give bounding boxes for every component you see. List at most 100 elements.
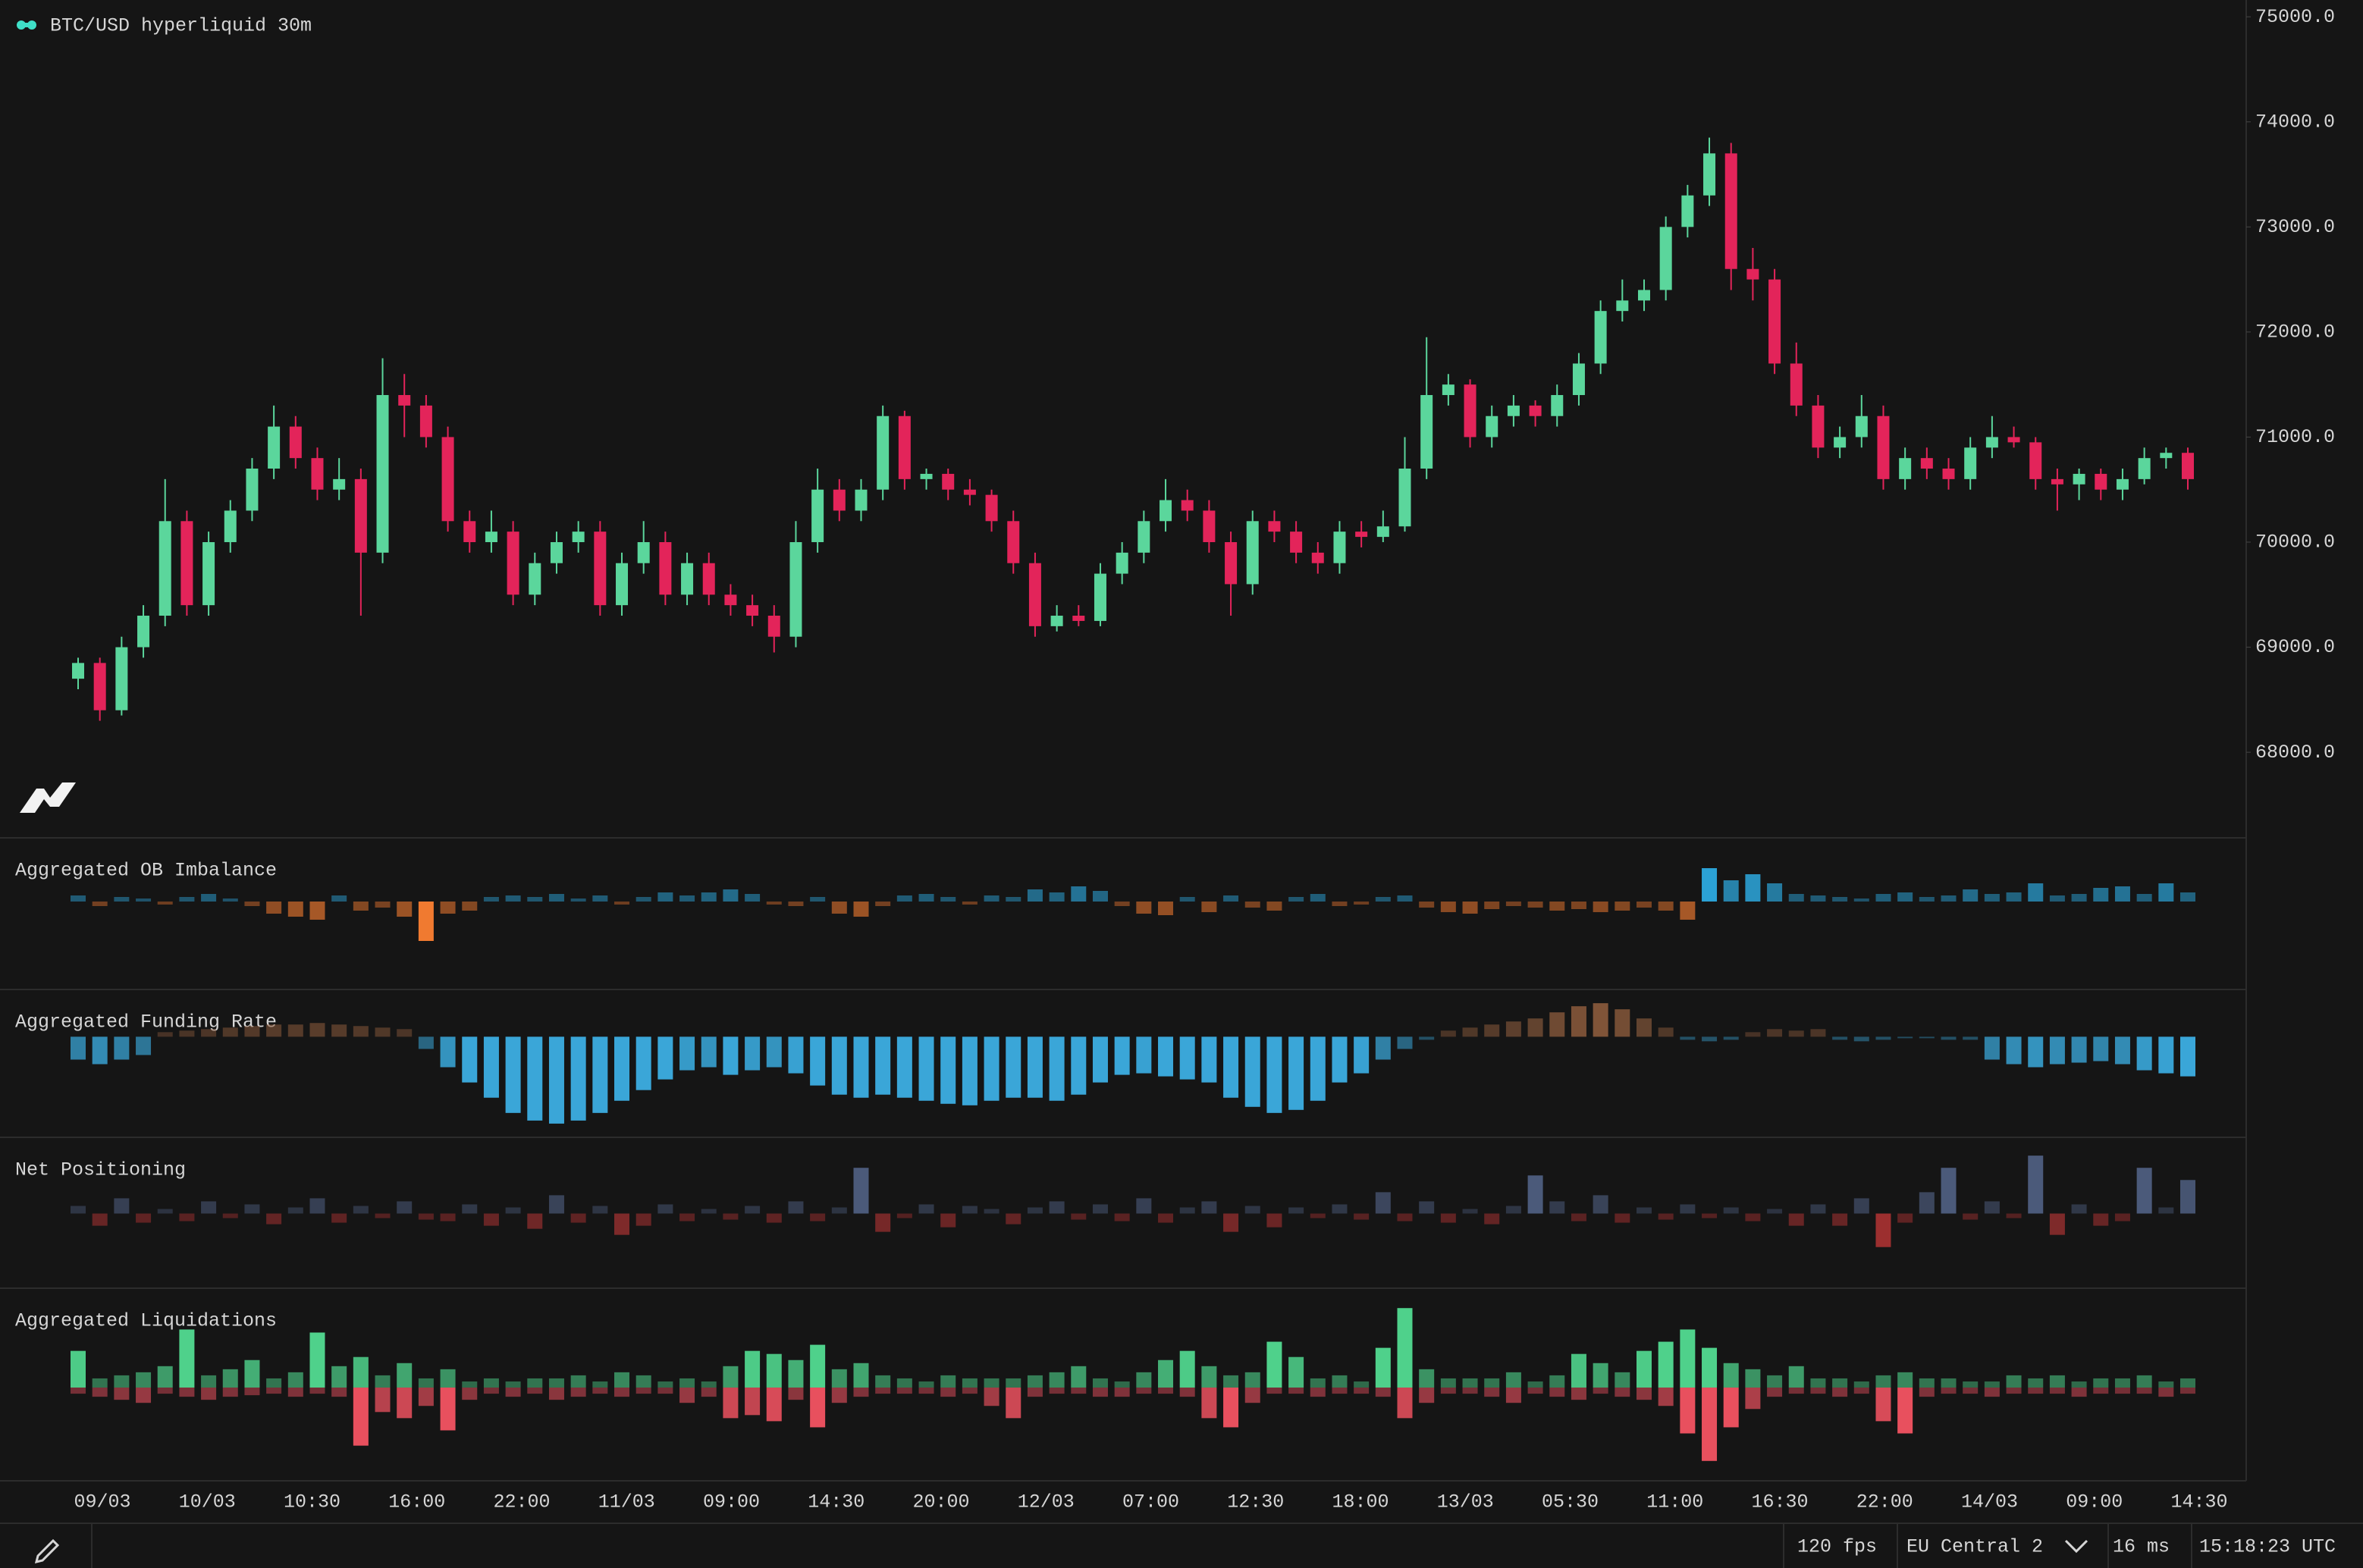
indicator-bar xyxy=(1919,897,1935,902)
indicator-bar xyxy=(679,1388,695,1403)
indicator-bar xyxy=(1593,1363,1608,1388)
indicator-bar xyxy=(2158,1388,2174,1397)
indicator-bar xyxy=(1919,1036,1935,1039)
indicator-bar xyxy=(1658,1388,1674,1406)
indicator-bar xyxy=(397,1388,413,1419)
indicator-bar xyxy=(918,1388,934,1394)
indicator-bar xyxy=(244,1026,260,1037)
indicator-bar xyxy=(831,1369,847,1388)
indicator-bar xyxy=(745,1206,761,1214)
indicator-bar xyxy=(1049,1372,1065,1388)
candle-body xyxy=(1790,363,1803,406)
indicator-bar xyxy=(1484,902,1500,909)
indicator-bar xyxy=(222,1027,238,1037)
indicator-bar xyxy=(1832,1378,1848,1388)
indicator-bar xyxy=(2158,883,2174,902)
candle-body xyxy=(1028,563,1041,626)
indicator-bar xyxy=(592,1388,608,1394)
candle-body xyxy=(1225,542,1238,585)
indicator-bar xyxy=(962,1036,978,1105)
indicator-bar xyxy=(1702,1347,1718,1388)
indicator-bar xyxy=(1462,902,1478,914)
indicator-bar xyxy=(1484,1388,1500,1397)
indicator-bar xyxy=(527,897,543,902)
pane-title: Aggregated Liquidations xyxy=(15,1310,277,1332)
indicator-bar xyxy=(1723,1363,1739,1388)
indicator-bar xyxy=(701,1381,717,1388)
candle-body xyxy=(1681,195,1694,227)
indicator-bar xyxy=(940,1375,956,1388)
indicator-bar xyxy=(1832,897,1848,902)
indicator-bar xyxy=(570,1036,586,1121)
candle-body xyxy=(1072,616,1085,621)
indicator-bar xyxy=(1875,1213,1891,1247)
region-selector[interactable]: EU Central 2 xyxy=(1906,1536,2043,1558)
indicator-bar xyxy=(1810,1029,1826,1037)
indicator-bar xyxy=(1114,1388,1130,1397)
indicator-bar xyxy=(2049,1375,2065,1388)
time-label: 14:30 xyxy=(2170,1491,2227,1513)
indicator-bar xyxy=(614,1036,630,1101)
indicator-bar xyxy=(505,895,521,902)
indicator-bar xyxy=(1615,1372,1630,1388)
candle-body xyxy=(1116,552,1128,574)
indicator-bar xyxy=(179,1388,195,1397)
indicator-bar xyxy=(723,1036,739,1075)
candle-body xyxy=(2007,437,2020,443)
indicator-bar xyxy=(462,1204,478,1214)
indicator-bar xyxy=(418,1213,434,1220)
indicator-bar xyxy=(1397,1388,1413,1419)
indicator-bar xyxy=(1723,1388,1739,1428)
indicator-bar xyxy=(2180,1388,2195,1394)
indicator-bar xyxy=(1658,902,1674,911)
indicator-bar xyxy=(1440,902,1456,912)
candle-body xyxy=(1616,300,1629,312)
indicator-bar xyxy=(418,902,434,941)
indicator-bar xyxy=(92,1378,108,1388)
indicator-bar xyxy=(201,894,217,902)
indicator-bar xyxy=(570,1213,586,1223)
indicator-bar xyxy=(962,1388,978,1394)
indicator-bar xyxy=(745,1350,761,1388)
indicator-bar xyxy=(71,895,86,902)
indicator-bar xyxy=(592,1036,608,1113)
indicator-bar xyxy=(1636,1350,1652,1388)
time-label: 22:00 xyxy=(493,1491,550,1513)
indicator-bar xyxy=(287,1372,303,1388)
region-chevron[interactable] xyxy=(2064,1539,2088,1554)
edit-button[interactable] xyxy=(34,1538,60,1564)
indicator-bar xyxy=(918,894,934,902)
indicator-bar xyxy=(397,1363,413,1388)
indicator-bar xyxy=(1354,1036,1370,1074)
indicator-bar xyxy=(1941,895,1957,902)
indicator-bar xyxy=(940,1388,956,1397)
candle-body xyxy=(1246,521,1259,585)
indicator-bar xyxy=(331,1213,347,1223)
indicator-bar xyxy=(1092,1378,1108,1388)
indicator-bar xyxy=(592,1206,608,1214)
indicator-bar xyxy=(1963,1213,1979,1220)
clock: 15:18:23 UTC xyxy=(2199,1536,2336,1558)
indicator-bar xyxy=(1092,1204,1108,1214)
indicator-bar xyxy=(1571,1353,1586,1388)
indicator-bar xyxy=(1527,1388,1543,1394)
indicator-bar xyxy=(701,1388,717,1397)
indicator-bar xyxy=(375,1027,391,1037)
indicator-bar xyxy=(1897,1036,1913,1039)
candle-body xyxy=(115,647,128,710)
indicator-bar xyxy=(2006,1036,2022,1065)
indicator-bar xyxy=(1179,1388,1195,1397)
indicator-bar xyxy=(397,1201,413,1214)
indicator-bar xyxy=(1354,902,1370,905)
indicator-bar xyxy=(788,1359,804,1388)
indicator-bar xyxy=(1266,1213,1282,1228)
indicator-bar xyxy=(1136,1388,1152,1394)
indicator-bar xyxy=(527,1036,543,1121)
price-label: 71000.0 xyxy=(2255,426,2335,448)
indicator-bar xyxy=(766,1213,782,1223)
indicator-bar xyxy=(266,1388,282,1394)
candle-body xyxy=(746,605,759,616)
indicator-bar xyxy=(375,1375,391,1388)
indicator-bar xyxy=(1310,1213,1326,1218)
indicator-bar xyxy=(810,897,826,902)
